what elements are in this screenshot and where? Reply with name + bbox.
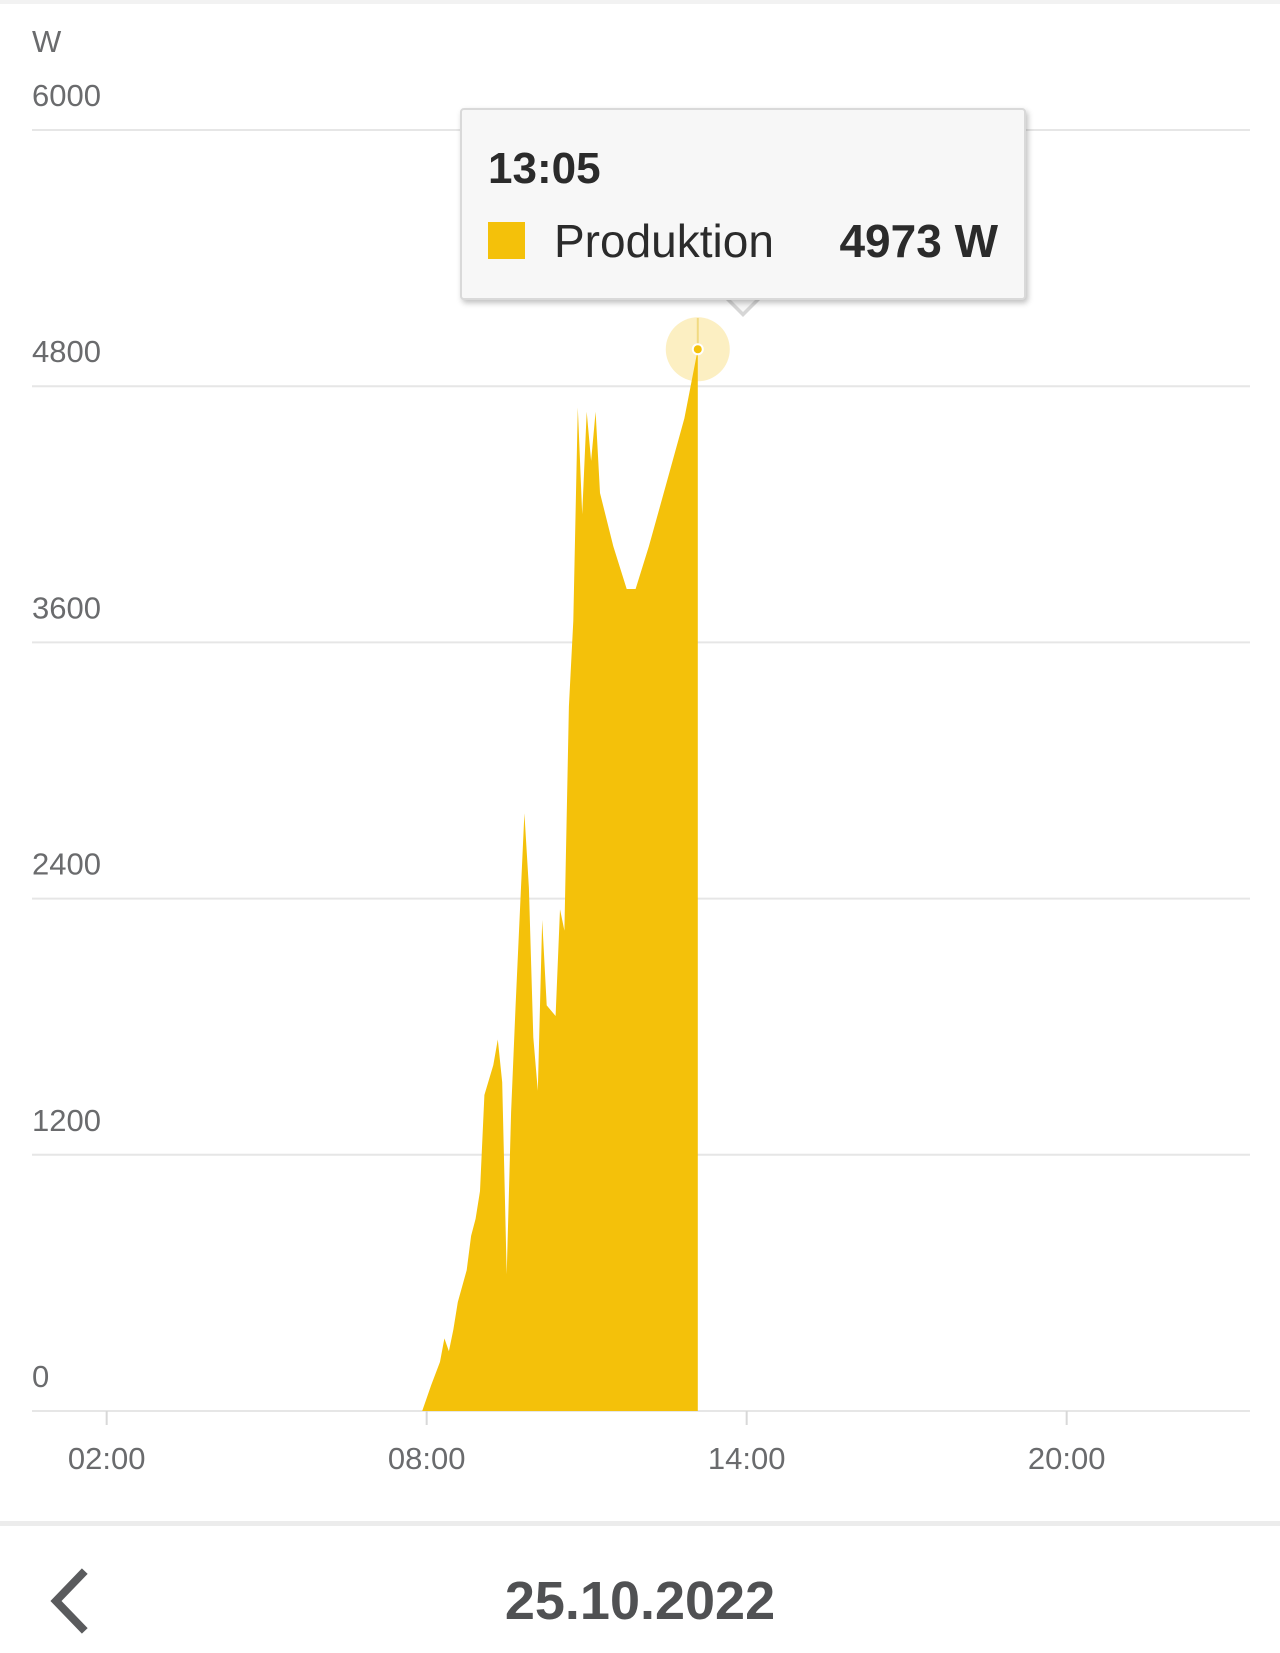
y-tick-label: 1200 xyxy=(32,1103,101,1138)
x-tick-label: 08:00 xyxy=(388,1441,466,1476)
previous-day-button[interactable] xyxy=(40,1566,100,1636)
y-axis-unit: W xyxy=(32,24,62,59)
tooltip-time: 13:05 xyxy=(488,144,601,193)
y-tick-label: 3600 xyxy=(32,590,101,625)
series-area-produktion xyxy=(422,349,698,1411)
tooltip-series-swatch xyxy=(488,222,525,259)
tooltip-value: 4973 W xyxy=(839,215,998,267)
y-tick-label: 6000 xyxy=(32,78,101,113)
bottom-divider xyxy=(0,1521,1280,1526)
date-navigation-bar: 25.10.2022 xyxy=(0,1526,1280,1653)
tooltip-pointer-fill xyxy=(727,296,759,312)
y-tick-label: 0 xyxy=(32,1359,49,1394)
y-tick-label: 4800 xyxy=(32,334,101,369)
x-tick-label: 20:00 xyxy=(1028,1441,1106,1476)
y-tick-label: 2400 xyxy=(32,847,101,882)
chart-tooltip: 13:05 Produktion 4973 W xyxy=(460,108,1026,300)
hover-marker xyxy=(665,317,730,382)
x-axis-ticks: 02:00 08:00 14:00 20:00 xyxy=(68,1411,1106,1476)
series-layer xyxy=(422,349,698,1411)
grid-lines xyxy=(32,129,1250,1412)
selected-date: 25.10.2022 xyxy=(504,1571,776,1631)
top-edge xyxy=(0,0,1280,4)
chevron-left-icon xyxy=(50,1568,88,1634)
hover-point xyxy=(691,343,704,356)
x-tick-label: 14:00 xyxy=(708,1441,786,1476)
tooltip-series-name: Produktion xyxy=(554,215,774,267)
y-axis-ticks: 0 1200 2400 3600 4800 6000 xyxy=(32,78,101,1394)
production-chart[interactable]: 0 1200 2400 3600 4800 6000 02:00 08:00 14:00 20:… xyxy=(0,0,1280,1520)
x-tick-label: 02:00 xyxy=(68,1441,146,1476)
